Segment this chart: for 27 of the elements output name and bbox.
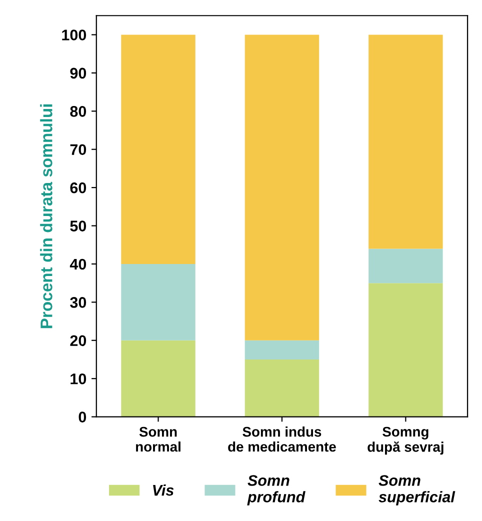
- y-tick-label: 70: [70, 144, 86, 156]
- bar: [244, 340, 320, 360]
- bar: [244, 359, 320, 417]
- legend-label: Somn superficial: [378, 475, 456, 506]
- x-tick-label: Somng după sevraj: [368, 426, 444, 455]
- bar: [121, 34, 196, 264]
- x-tick-label: Somn normal: [136, 426, 180, 452]
- y-tick-label: 80: [70, 106, 86, 117]
- bar: [121, 264, 196, 340]
- legend-label: Vis: [153, 484, 174, 496]
- y-tick-label: 40: [70, 258, 86, 270]
- y-tick-label: 20: [70, 335, 86, 346]
- y-tick-label: 30: [70, 297, 86, 308]
- bar: [368, 283, 443, 417]
- y-tick-label: 90: [70, 68, 86, 79]
- y-tick-label: 10: [70, 373, 86, 384]
- y-axis-title: Procent din durata somnului: [40, 104, 52, 328]
- y-tick-label: 50: [70, 220, 86, 232]
- bar: [244, 34, 320, 340]
- bar: [368, 34, 443, 249]
- y-tick-label: 60: [70, 182, 86, 194]
- y-tick-label: 100: [62, 30, 86, 40]
- bar: [121, 340, 196, 417]
- bar: [368, 248, 443, 284]
- x-tick-label: Somn indus de medicamente: [228, 426, 336, 452]
- legend-label: Somn profund: [247, 475, 306, 506]
- y-tick-label: 0: [78, 412, 86, 422]
